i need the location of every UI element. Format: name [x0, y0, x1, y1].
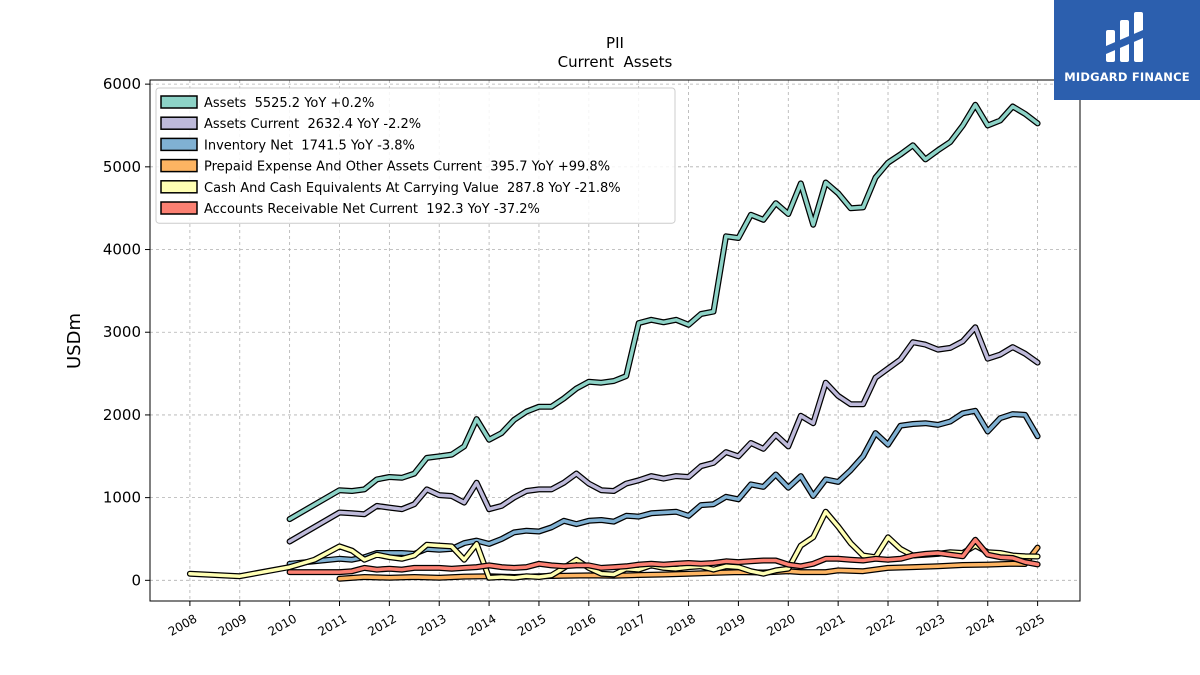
x-tick-label: 2023 — [914, 611, 947, 638]
y-axis: 0 1000 2000 3000 4000 5000 6000 — [103, 75, 150, 589]
x-tick-label: 2016 — [565, 611, 598, 638]
legend-label: Inventory Net 1741.5 YoY -3.8% — [204, 138, 415, 153]
legend-swatch — [160, 158, 198, 173]
legend-swatch — [160, 95, 198, 109]
brand-name: MIDGARD FINANCE — [1064, 70, 1190, 84]
y-tick-label: 4000 — [103, 241, 141, 259]
x-tick-label: 2020 — [764, 611, 797, 638]
y-axis-label: USDm — [64, 313, 85, 369]
chart-subtitle: Current Assets — [558, 53, 673, 71]
x-tick-label: 2013 — [415, 611, 448, 638]
legend-box — [155, 87, 676, 224]
logo-mark-icon — [1106, 12, 1143, 62]
x-tick-label: 2018 — [665, 611, 698, 638]
series-line-1 — [287, 325, 1040, 544]
x-tick-label: 2009 — [216, 611, 249, 638]
plot-frame — [149, 79, 1081, 602]
legend-swatch — [160, 116, 198, 130]
x-tick-label: 2017 — [615, 611, 648, 638]
x-tick-label: 2015 — [515, 611, 548, 638]
series-outline-2 — [286, 407, 1041, 567]
legend-label: Assets Current 2632.4 YoY -2.2% — [204, 117, 421, 132]
series-line-3 — [337, 545, 1040, 581]
x-tick-label: 2021 — [814, 611, 847, 638]
brand-logo: MIDGARD FINANCE — [1054, 0, 1200, 100]
y-tick-label: 6000 — [103, 75, 141, 93]
y-tick-label: 1000 — [103, 489, 141, 507]
x-tick-label: 2012 — [365, 611, 398, 638]
x-tick-label: 2010 — [266, 611, 299, 638]
x-tick-label: 2024 — [964, 611, 997, 638]
x-tick-label: 2014 — [465, 611, 498, 638]
x-axis: 2008 2009 2010 2011 2012 2013 2014 2015 2016 2017… — [166, 601, 1047, 639]
legend-label: Accounts Receivable Net Current 192.3 Yo… — [204, 202, 540, 217]
x-tick-label: 2025 — [1014, 611, 1047, 638]
y-tick-label: 2000 — [103, 406, 141, 424]
legend-label: Assets 5525.2 YoY +0.2% — [204, 96, 374, 111]
series-layer — [186, 101, 1041, 582]
y-tick-label: 3000 — [103, 323, 141, 341]
legend-swatch — [160, 201, 198, 215]
legend-swatch — [160, 137, 198, 152]
series-line-2 — [287, 409, 1040, 566]
legend-label: Cash And Cash Equivalents At Carrying Va… — [204, 181, 621, 196]
series-line-5 — [287, 538, 1040, 574]
legend-label: Prepaid Expense And Other Assets Current… — [204, 160, 610, 175]
y-tick-label: 0 — [131, 571, 141, 589]
legend: Assets 5525.2 YoY +0.2% Assets Current 26… — [155, 87, 676, 224]
legend-swatch — [160, 180, 198, 194]
x-tick-label: 2008 — [166, 611, 199, 638]
x-tick-label: 2019 — [714, 611, 747, 638]
chart-title: PII — [606, 34, 624, 52]
x-tick-label: 2022 — [864, 611, 897, 638]
y-tick-label: 5000 — [103, 158, 141, 176]
series-line-0 — [287, 103, 1040, 521]
x-tick-label: 2011 — [316, 611, 349, 638]
